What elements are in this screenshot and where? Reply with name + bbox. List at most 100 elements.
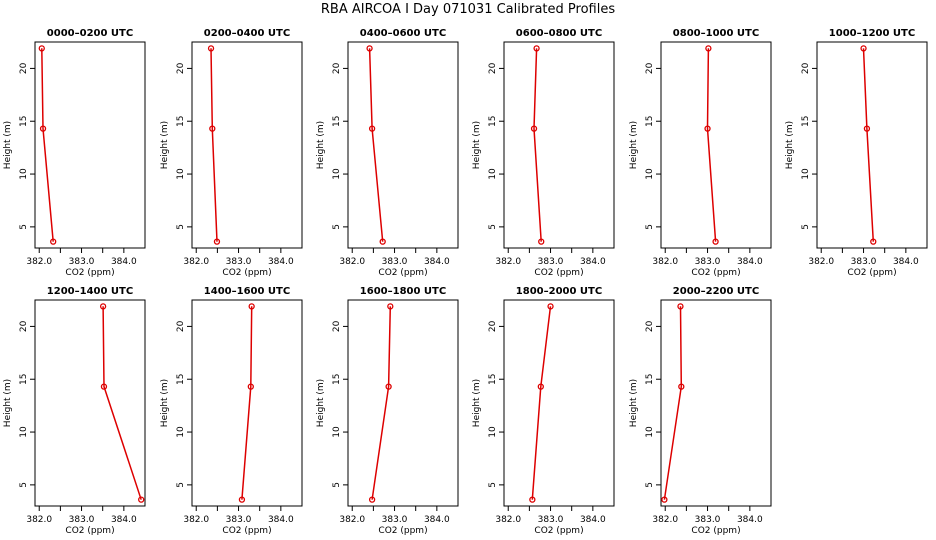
- panel-title: 0800–1000 UTC: [673, 28, 759, 39]
- profile-panel-10: 1800–2000 UTC 382.0 383.0 384.0 5 10 15 20 CO2 (…: [472, 286, 615, 536]
- y-tick-label: 5: [176, 224, 186, 230]
- x-tick-label: 384.0: [893, 257, 919, 267]
- profile-point: [547, 303, 554, 310]
- profile-line: [241, 306, 253, 500]
- plot-frame: [191, 299, 303, 507]
- plot-frame: [34, 299, 146, 507]
- y-tick-label: 5: [332, 224, 342, 230]
- figure-title: RBA AIRCOA I Day 071031 Calibrated Profi…: [321, 2, 615, 17]
- panel-title: 1200–1400 UTC: [47, 286, 133, 297]
- x-tick-label: 384.0: [268, 257, 294, 267]
- y-tick-label: 20: [801, 62, 811, 74]
- x-tick-label: 382.0: [183, 515, 209, 525]
- profile-point: [247, 383, 254, 390]
- y-tick-label: 5: [488, 482, 498, 488]
- plot-frame: [503, 299, 615, 507]
- profile-panel-7: 1200–1400 UTC 382.0 383.0 384.0 5 10 15 20 CO2 (…: [3, 286, 146, 536]
- profile-point: [704, 125, 711, 132]
- x-tick-label: 382.0: [808, 257, 834, 267]
- profile-point: [533, 45, 540, 52]
- panel-title: 1600–1800 UTC: [360, 286, 446, 297]
- profile-panel-5: 0800–1000 UTC 382.0 383.0 384.0 5 10 15 20 CO2 (…: [629, 28, 772, 278]
- profile-line: [706, 48, 717, 242]
- y-tick-label: 10: [176, 426, 186, 438]
- profile-point: [100, 383, 108, 390]
- y-tick-label: 15: [332, 116, 342, 127]
- y-tick-label: 15: [801, 116, 811, 127]
- profile-point: [207, 45, 215, 52]
- y-axis-label: Height (m): [316, 121, 326, 169]
- profile-point: [712, 238, 719, 245]
- profile-point: [50, 238, 57, 245]
- panel-title: 1800–2000 UTC: [516, 286, 602, 297]
- y-axis-label: Height (m): [472, 121, 482, 169]
- y-axis-label: Height (m): [316, 379, 326, 427]
- plot-frame: [34, 41, 146, 249]
- y-axis-label: Height (m): [160, 379, 170, 427]
- y-tick-label: 20: [176, 320, 186, 332]
- profile-point: [537, 383, 544, 390]
- panel-title: 1000–1200 UTC: [829, 28, 915, 39]
- profile-point: [860, 45, 867, 52]
- panel-title: 0200–0400 UTC: [204, 28, 290, 39]
- profile-point: [385, 383, 392, 390]
- profile-line: [531, 306, 552, 500]
- y-tick-label: 15: [332, 374, 342, 385]
- profile-line: [102, 306, 142, 500]
- y-tick-label: 15: [19, 374, 29, 385]
- x-tick-label: 384.0: [424, 515, 450, 525]
- y-tick-label: 5: [801, 224, 811, 230]
- profile-point: [209, 125, 216, 132]
- x-tick-label: 383.0: [695, 257, 721, 267]
- x-tick-label: 383.0: [851, 257, 877, 267]
- plot-frame: [660, 41, 772, 249]
- y-tick-label: 20: [19, 62, 29, 74]
- y-tick-label: 15: [176, 116, 186, 127]
- x-tick-label: 382.0: [26, 515, 52, 525]
- y-tick-label: 20: [488, 320, 498, 332]
- profile-point: [677, 303, 684, 310]
- y-tick-label: 20: [645, 62, 655, 74]
- profile-panel-11: 2000–2200 UTC 382.0 383.0 384.0 5 10 15 20 CO2 (…: [629, 286, 772, 536]
- y-axis-label: Height (m): [629, 121, 639, 169]
- y-tick-label: 5: [332, 482, 342, 488]
- profile-point: [99, 303, 107, 310]
- y-tick-label: 5: [176, 482, 186, 488]
- panel-title: 0600–0800 UTC: [516, 28, 602, 39]
- y-tick-label: 10: [645, 168, 655, 180]
- profile-point: [366, 45, 373, 52]
- plot-frame: [816, 41, 928, 249]
- y-tick-label: 5: [645, 482, 655, 488]
- x-tick-label: 383.0: [695, 515, 721, 525]
- x-axis-label: CO2 (ppm): [65, 526, 114, 536]
- y-axis-label: Height (m): [629, 379, 639, 427]
- profile-line: [210, 48, 218, 242]
- panel-title: 2000–2200 UTC: [673, 286, 759, 297]
- x-tick-label: 383.0: [69, 515, 95, 525]
- x-axis-label: CO2 (ppm): [378, 268, 427, 278]
- profile-point: [538, 238, 545, 245]
- profile-point: [387, 303, 394, 310]
- profile-point: [248, 303, 255, 310]
- x-axis-label: CO2 (ppm): [378, 526, 427, 536]
- y-tick-label: 5: [488, 224, 498, 230]
- profile-line: [862, 48, 875, 242]
- profile-point: [379, 238, 386, 245]
- profile-point: [530, 125, 538, 132]
- profile-point: [870, 238, 877, 245]
- y-tick-label: 5: [19, 224, 29, 230]
- y-tick-label: 5: [645, 224, 655, 230]
- profile-point: [678, 383, 685, 390]
- panel-title: 0400–0600 UTC: [360, 28, 446, 39]
- x-axis-label: CO2 (ppm): [691, 526, 740, 536]
- x-tick-label: 383.0: [538, 515, 564, 525]
- y-tick-label: 10: [19, 426, 29, 438]
- x-tick-label: 383.0: [226, 257, 252, 267]
- profile-point: [368, 125, 376, 132]
- plot-frame: [191, 41, 303, 249]
- y-tick-label: 15: [19, 116, 29, 127]
- x-axis-label: CO2 (ppm): [534, 268, 583, 278]
- profile-panel-3: 0400–0600 UTC 382.0 383.0 384.0 5 10 15 20 CO2 (…: [316, 28, 459, 278]
- profile-point: [238, 496, 246, 503]
